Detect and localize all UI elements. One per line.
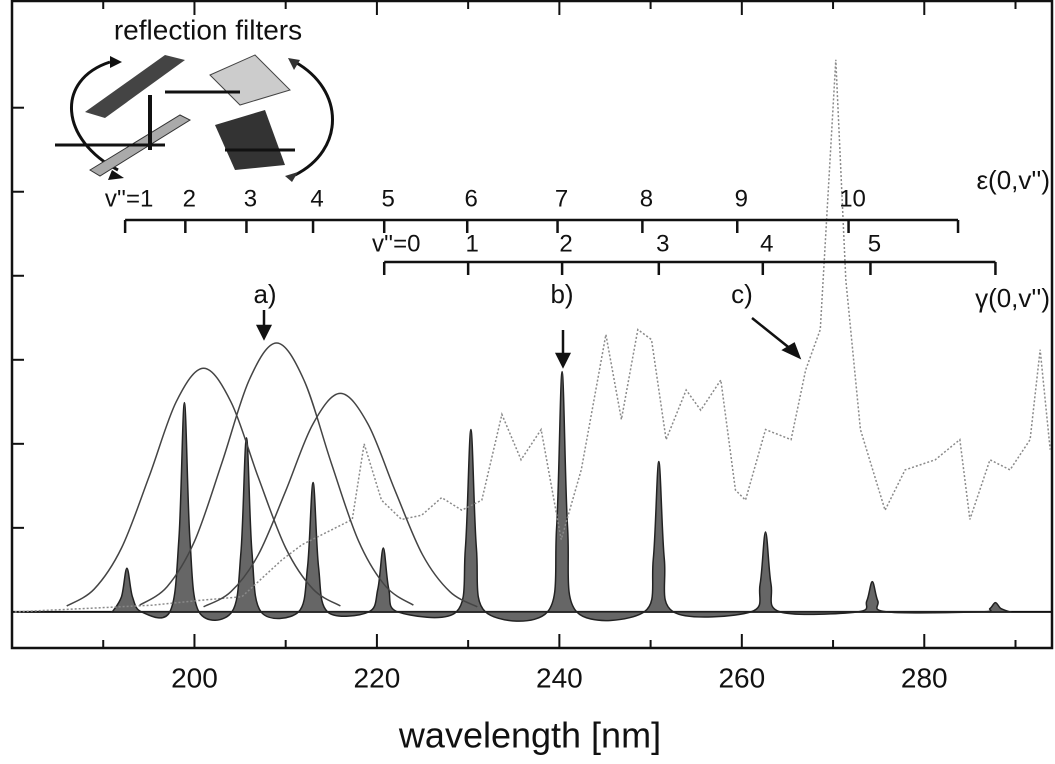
annotation: a) [253, 279, 276, 309]
band-label: 4 [760, 230, 773, 257]
band-label: v''=0 [372, 230, 421, 257]
progression-name: γ(0,v'') [975, 283, 1050, 313]
band-label: 4 [310, 185, 323, 212]
filter-curve [139, 342, 414, 606]
inset-label: reflection filters [114, 14, 302, 45]
x-tick-label: 240 [536, 662, 583, 693]
band-label: 3 [244, 185, 257, 212]
filter-curve [66, 367, 341, 607]
annotation: c) [731, 279, 753, 309]
band-label: 1 [465, 230, 478, 257]
band-label: 6 [465, 185, 478, 212]
band-label: 3 [656, 230, 669, 257]
band-label: 2 [183, 185, 196, 212]
band-label: v''=1 [105, 185, 154, 212]
band-label: 8 [640, 185, 653, 212]
filter-icon [55, 54, 334, 182]
plot-frame [10, 0, 1054, 650]
band-label: 2 [559, 230, 572, 257]
filter-curve [203, 392, 478, 608]
x-tick-label: 280 [901, 662, 948, 693]
x-tick-label: 260 [718, 662, 765, 693]
x-axis-label: wavelength [nm] [398, 715, 661, 756]
dotted-spectrum [14, 59, 1051, 613]
filled-spectrum [109, 370, 1013, 622]
x-tick-label: 200 [171, 662, 218, 693]
band-label: 5 [382, 185, 395, 212]
band-label: 10 [839, 185, 866, 212]
band-label: 5 [868, 230, 881, 257]
progression-name: ε(0,v'') [976, 165, 1050, 195]
band-label: 7 [555, 185, 568, 212]
x-tick-label: 220 [354, 662, 401, 693]
annotation: b) [550, 279, 573, 309]
annotation-arrows [255, 310, 802, 369]
band-label: 9 [735, 185, 748, 212]
